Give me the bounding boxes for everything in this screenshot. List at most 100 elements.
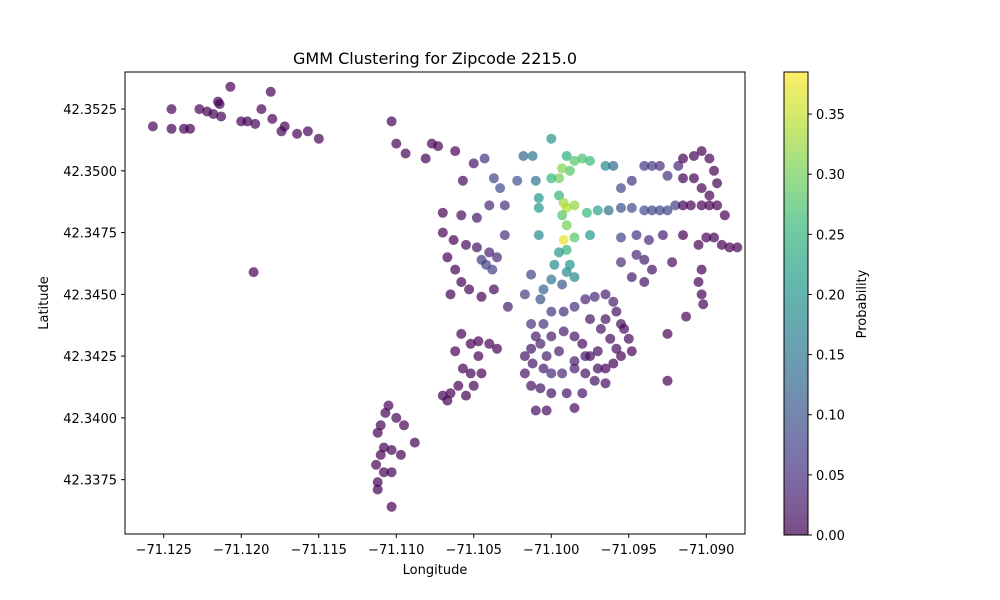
data-point — [569, 331, 580, 342]
data-point — [420, 153, 431, 164]
data-point — [546, 133, 557, 144]
data-point — [473, 336, 484, 347]
data-point — [533, 193, 544, 203]
data-point — [242, 116, 253, 127]
data-point — [279, 121, 290, 132]
data-point — [585, 230, 595, 241]
data-point — [558, 235, 569, 245]
data-point — [558, 306, 569, 317]
data-point — [600, 314, 611, 325]
data-point — [386, 501, 397, 512]
data-point — [546, 331, 557, 342]
data-point — [688, 151, 699, 161]
data-point — [546, 274, 557, 285]
data-point — [662, 375, 673, 386]
data-point — [662, 328, 673, 339]
data-point — [409, 437, 420, 448]
data-point — [670, 200, 681, 211]
x-tick-label: −71.110 — [368, 543, 424, 558]
data-point — [457, 363, 468, 374]
data-point — [569, 155, 580, 166]
colorbar-tick-label: 0.10 — [816, 409, 845, 424]
data-point — [546, 306, 557, 317]
data-point — [538, 284, 549, 295]
data-point — [484, 200, 495, 211]
data-point — [433, 141, 444, 152]
data-point — [292, 128, 303, 139]
y-tick-label: 42.3375 — [63, 474, 117, 489]
colorbar-tick-label: 0.25 — [816, 228, 845, 243]
data-point — [538, 319, 549, 329]
data-point — [581, 207, 592, 218]
data-point — [518, 151, 529, 161]
data-point — [647, 160, 657, 171]
data-point — [608, 358, 619, 369]
data-point — [716, 239, 727, 250]
data-point — [456, 210, 467, 221]
data-point — [450, 146, 461, 157]
data-point — [626, 175, 637, 186]
data-point — [619, 323, 630, 334]
data-point — [267, 113, 278, 124]
data-point — [608, 296, 619, 307]
data-point — [380, 407, 391, 418]
data-point — [639, 254, 650, 265]
data-point — [386, 467, 397, 478]
data-point — [554, 247, 564, 258]
data-point — [214, 99, 225, 110]
y-tick-label: 42.3425 — [63, 350, 117, 365]
data-point — [698, 299, 709, 310]
data-point — [696, 146, 707, 157]
data-point — [465, 338, 476, 349]
y-tick-label: 42.3500 — [63, 165, 117, 180]
data-point — [448, 235, 459, 245]
data-point — [569, 301, 580, 312]
colorbar-tick-label: 0.30 — [816, 168, 845, 183]
colorbar-tick-label: 0.15 — [816, 349, 845, 364]
data-point — [561, 151, 572, 161]
data-point — [371, 459, 382, 470]
data-point — [704, 190, 715, 201]
data-point — [265, 86, 276, 97]
data-point — [468, 158, 479, 169]
data-point — [437, 227, 448, 238]
data-point — [577, 153, 588, 164]
data-point — [639, 160, 650, 171]
data-point — [538, 363, 549, 374]
data-point — [681, 311, 692, 322]
data-point — [527, 358, 538, 369]
data-point — [456, 277, 467, 287]
data-point — [569, 232, 580, 243]
x-axis-label: Longitude — [403, 563, 468, 578]
data-point — [654, 205, 665, 216]
data-point — [461, 239, 471, 250]
data-point — [719, 210, 730, 221]
data-point — [592, 346, 603, 357]
data-point — [611, 343, 622, 354]
data-point — [712, 200, 723, 211]
colorbar-tick-label: 0.00 — [816, 529, 845, 544]
data-point — [561, 267, 572, 278]
data-point — [577, 338, 588, 349]
data-point — [250, 118, 261, 129]
data-point — [657, 230, 668, 241]
data-point — [701, 232, 712, 243]
x-tick-label: −71.115 — [291, 543, 347, 558]
data-point — [372, 427, 383, 438]
data-point — [667, 257, 678, 268]
data-point — [592, 205, 603, 216]
data-point — [589, 375, 600, 386]
x-tick-label: −71.120 — [213, 543, 269, 558]
data-point — [600, 363, 611, 374]
data-point — [704, 200, 715, 211]
data-point — [678, 230, 688, 241]
data-point — [626, 272, 637, 283]
data-point — [495, 183, 506, 194]
data-point — [450, 264, 461, 275]
data-point — [600, 378, 611, 389]
data-point — [499, 230, 510, 241]
data-point — [166, 123, 177, 134]
data-point — [643, 235, 654, 245]
data-point — [216, 111, 227, 122]
data-point — [502, 301, 513, 312]
